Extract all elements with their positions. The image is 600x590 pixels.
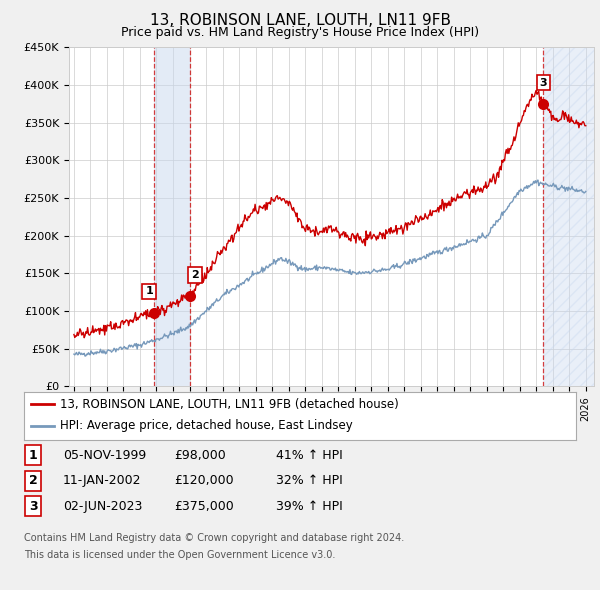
Text: 39% ↑ HPI: 39% ↑ HPI (276, 500, 343, 513)
Text: 2: 2 (191, 270, 199, 280)
Text: 1: 1 (29, 449, 37, 462)
Text: 11-JAN-2002: 11-JAN-2002 (63, 474, 142, 487)
Text: 1: 1 (145, 287, 153, 296)
Text: 32% ↑ HPI: 32% ↑ HPI (276, 474, 343, 487)
Bar (154, 47, 190, 386)
Text: 2: 2 (29, 474, 37, 487)
Text: £375,000: £375,000 (174, 500, 234, 513)
Text: 3: 3 (539, 78, 547, 88)
Text: This data is licensed under the Open Government Licence v3.0.: This data is licensed under the Open Gov… (24, 550, 335, 559)
Bar (543, 47, 594, 386)
Text: £98,000: £98,000 (174, 449, 226, 462)
Text: 13, ROBINSON LANE, LOUTH, LN11 9FB: 13, ROBINSON LANE, LOUTH, LN11 9FB (149, 13, 451, 28)
Text: 41% ↑ HPI: 41% ↑ HPI (276, 449, 343, 462)
Text: 05-NOV-1999: 05-NOV-1999 (63, 449, 146, 462)
Text: 3: 3 (29, 500, 37, 513)
Text: 02-JUN-2023: 02-JUN-2023 (63, 500, 142, 513)
Text: £120,000: £120,000 (174, 474, 233, 487)
Text: 13, ROBINSON LANE, LOUTH, LN11 9FB (detached house): 13, ROBINSON LANE, LOUTH, LN11 9FB (deta… (60, 398, 398, 411)
Text: Price paid vs. HM Land Registry's House Price Index (HPI): Price paid vs. HM Land Registry's House … (121, 26, 479, 39)
Text: Contains HM Land Registry data © Crown copyright and database right 2024.: Contains HM Land Registry data © Crown c… (24, 533, 404, 543)
Text: HPI: Average price, detached house, East Lindsey: HPI: Average price, detached house, East… (60, 419, 353, 432)
